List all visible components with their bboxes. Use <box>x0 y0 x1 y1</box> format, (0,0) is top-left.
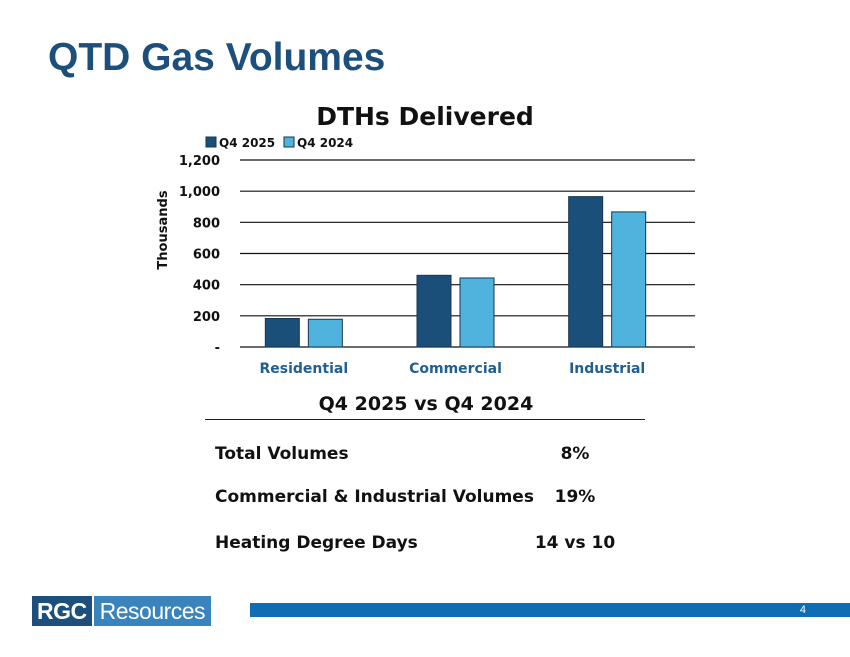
x-tick-label: Industrial <box>569 361 645 377</box>
legend-swatch <box>205 136 217 148</box>
bar-q4-2024 <box>459 277 495 348</box>
comparison-label: Total Volumes <box>215 444 349 464</box>
comparison-row-hdd: Heating Degree Days 14 vs 10 <box>215 533 635 557</box>
page-number: 4 <box>799 604 806 616</box>
y-tick-label: 1,000 <box>179 185 220 200</box>
y-axis-label: Thousands <box>156 190 171 269</box>
legend-label: Q4 2025 <box>219 136 275 150</box>
legend-swatch <box>283 136 295 148</box>
x-tick-label: Commercial <box>409 361 502 377</box>
comparison-row-total: Total Volumes 8% <box>215 444 635 468</box>
bar-q4-2025 <box>416 274 452 348</box>
comparison-label: Commercial & Industrial Volumes <box>215 487 534 507</box>
bar-q4-2025 <box>568 196 604 348</box>
comparison-heading: Q4 2025 vs Q4 2024 <box>318 393 534 415</box>
y-tick-label: 400 <box>193 279 220 294</box>
bar-q4-2024 <box>307 318 343 348</box>
comparison-divider <box>205 419 645 420</box>
comparison-label: Heating Degree Days <box>215 533 418 553</box>
bar-chart: DTHs Delivered Q4 2025 Q4 2024 - 200 400 600 80… <box>156 102 695 377</box>
comparison-value: 14 vs 10 <box>534 533 616 553</box>
x-tick-label: Residential <box>260 361 349 377</box>
legend-label: Q4 2024 <box>297 136 353 150</box>
chart-title: DTHs Delivered <box>316 102 534 131</box>
comparison-row-commercial-industrial: Commercial & Industrial Volumes 19% <box>215 487 635 511</box>
comparison-value: 8% <box>560 444 590 464</box>
bar-q4-2024 <box>611 211 647 348</box>
comparison-value: 19% <box>554 487 596 507</box>
company-logo: RGC Resources <box>32 596 212 626</box>
y-tick-label: 200 <box>193 310 220 325</box>
y-tick-label: - <box>215 341 220 356</box>
logo-text-resources: Resources <box>93 596 212 626</box>
footer-bar <box>250 603 850 617</box>
page-title: QTD Gas Volumes <box>48 36 386 79</box>
y-tick-label: 600 <box>193 248 220 263</box>
bar-q4-2025 <box>264 317 300 348</box>
y-tick-label: 1,200 <box>179 154 220 169</box>
y-tick-label: 800 <box>193 216 220 231</box>
logo-text-rgc: RGC <box>32 596 92 626</box>
